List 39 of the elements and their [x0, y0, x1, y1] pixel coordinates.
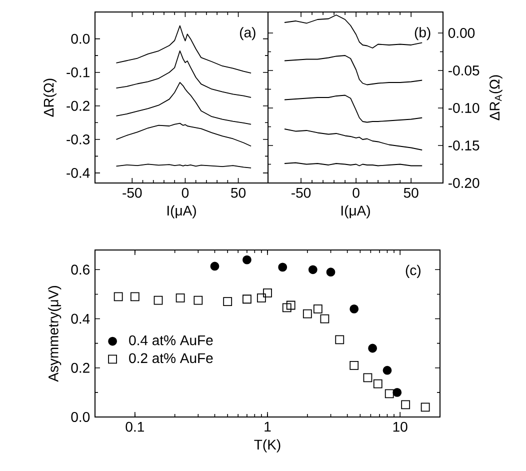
annotation: (c) — [406, 264, 420, 278]
y-tick-label: -0.4 — [66, 168, 90, 178]
y-axis-title: Asymmetry(μV) — [48, 286, 62, 382]
x-tick-label: 0 — [182, 188, 189, 198]
x-tick-label: 50 — [404, 188, 418, 198]
x-tick-label: 0 — [352, 188, 360, 198]
y-tick-label: 0.0 — [71, 412, 90, 422]
x-tick-label: 1 — [264, 422, 271, 432]
y-tick-label: -0.3 — [66, 134, 90, 144]
y-tick-label: 0.2 — [71, 362, 90, 373]
legend-label: 0.4 at% AuFe — [129, 335, 213, 346]
y2-axis-title: ΔR$_{A}$(Ω) — [489, 75, 502, 120]
line-series — [116, 82, 252, 125]
legend-label: 0.2 at% AuFe — [129, 353, 213, 364]
y-tick-label: -0.1 — [66, 67, 90, 78]
y2-tick-label: -0.15 — [448, 140, 480, 150]
x-tick-label: -50 — [122, 188, 142, 198]
annotation: (b) — [414, 27, 430, 40]
x-tick-label: 50 — [231, 188, 246, 198]
y-tick-label: 0.0 — [71, 34, 90, 44]
y2-tick-label: -0.20 — [448, 178, 480, 188]
line-series — [284, 55, 423, 86]
line-series — [116, 122, 252, 147]
y-tick-label: 0.6 — [71, 264, 90, 275]
x-tick-label: 10 — [393, 422, 408, 432]
y2-tick-label: 0.00 — [448, 28, 475, 38]
y2-tick-label: -0.05 — [448, 66, 480, 76]
x-tick-label: -50 — [292, 188, 311, 198]
line-series — [284, 128, 423, 150]
line-series — [116, 50, 252, 98]
x-tick-label: 0.1 — [126, 422, 144, 432]
x-axis-title: I(μA) — [341, 205, 370, 218]
y-tick-label: 0.4 — [71, 314, 90, 324]
x-axis-title: T(K) — [254, 439, 280, 452]
y2-tick-label: -0.10 — [448, 103, 480, 113]
x-axis-title: I(μA) — [167, 205, 196, 218]
y-axis-title: ΔR(Ω) — [43, 78, 56, 117]
annotation: (a) — [240, 27, 256, 40]
y-tick-label: -0.2 — [66, 100, 90, 111]
